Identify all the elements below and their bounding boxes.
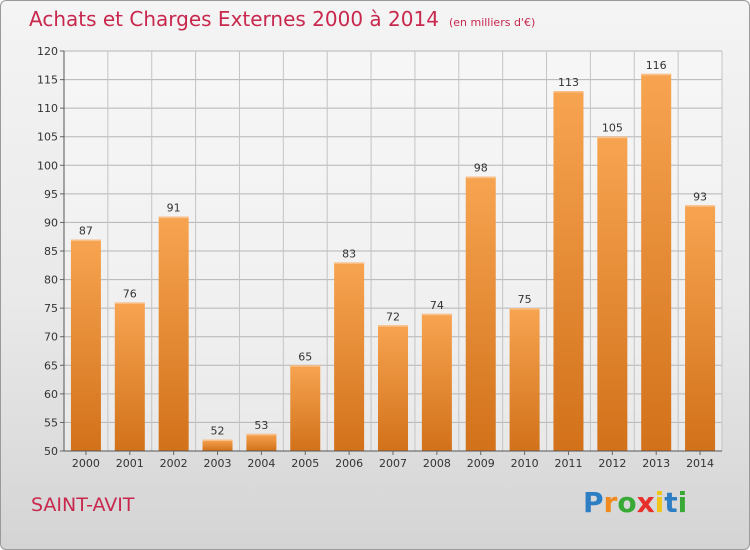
bar [114, 302, 145, 451]
x-tick-label: 2005 [291, 457, 319, 470]
bar-highlight [465, 176, 496, 179]
logo-letter: o [617, 486, 637, 519]
bar [465, 176, 496, 451]
y-tick-label: 75 [44, 302, 58, 315]
x-tick-label: 2007 [379, 457, 407, 470]
proxiti-logo[interactable]: Proxiti [583, 486, 687, 519]
x-tick-label: 2012 [598, 457, 626, 470]
chart-title: Achats et Charges Externes 2000 à 2014 (e… [29, 7, 535, 31]
y-tick-label: 90 [44, 216, 58, 229]
bar-highlight [641, 73, 672, 76]
bar [202, 439, 233, 451]
x-tick-label: 2010 [511, 457, 539, 470]
logo-letter: P [583, 486, 604, 519]
y-tick-label: 85 [44, 245, 58, 258]
x-tick-label: 2008 [423, 457, 451, 470]
bar [553, 91, 584, 451]
commune-name: SAINT-AVIT [31, 494, 135, 516]
bar-highlight [246, 433, 277, 436]
bar-highlight [378, 325, 408, 327]
bar [641, 73, 672, 451]
bar-highlight [334, 262, 365, 264]
y-tick-label: 120 [37, 45, 58, 58]
x-tick-label: 2011 [554, 457, 582, 470]
bar [70, 239, 101, 451]
bar-value-label: 83 [342, 247, 356, 260]
bar-value-label: 72 [386, 310, 400, 323]
x-tick-label: 2004 [247, 457, 275, 470]
y-tick-label: 95 [44, 188, 58, 201]
y-tick-label: 100 [37, 159, 58, 172]
bar [685, 205, 716, 451]
x-tick-label: 2009 [467, 457, 495, 470]
bar-value-label: 76 [123, 287, 137, 300]
y-tick-label: 110 [37, 102, 58, 115]
y-tick-label: 55 [44, 416, 58, 429]
bar [290, 365, 321, 451]
bar-highlight [553, 91, 584, 93]
logo-letter: t [664, 486, 678, 519]
logo-letter: x [636, 486, 655, 519]
y-tick-label: 105 [37, 131, 58, 144]
bar-highlight [158, 216, 189, 219]
x-tick-label: 2006 [335, 457, 363, 470]
bar-highlight [202, 439, 233, 442]
bar-value-label: 65 [298, 350, 312, 363]
bar [378, 325, 408, 451]
x-tick-label: 2002 [160, 457, 188, 470]
bar [509, 308, 540, 451]
bar-highlight [70, 239, 101, 242]
bar-value-label: 91 [167, 202, 181, 215]
bar-highlight [114, 302, 145, 304]
bar-value-label: 87 [79, 225, 93, 238]
bar-highlight [421, 313, 452, 316]
bar-value-label: 75 [518, 293, 532, 306]
y-tick-label: 50 [44, 445, 58, 458]
logo-letter: i [677, 486, 688, 519]
y-tick-label: 115 [37, 74, 58, 87]
y-tick-label: 60 [44, 388, 58, 401]
bar-highlight [509, 308, 540, 310]
bar [421, 313, 452, 451]
bar [597, 136, 628, 451]
chart-title-text: Achats et Charges Externes 2000 à 2014 [29, 7, 439, 31]
bar-value-label: 98 [474, 162, 488, 175]
bar-value-label: 116 [646, 59, 667, 72]
bar-value-label: 113 [558, 76, 579, 89]
bar-highlight [290, 365, 321, 367]
y-tick-label: 70 [44, 331, 58, 344]
bar [158, 216, 189, 451]
logo-letter: r [603, 486, 618, 519]
bar-value-label: 53 [254, 419, 268, 432]
logo-letter: i [654, 486, 665, 519]
axis-layer: 50 55 60 65 70 75 80 85 90 95 100 105 110 115 120 2000 2… [37, 45, 722, 470]
y-tick-label: 80 [44, 274, 58, 287]
bar-layer: 87 76 91 52 53 65 83 72 74 98 75 113 105 116 93 [70, 59, 716, 451]
bar [246, 433, 277, 451]
bar-value-label: 74 [430, 299, 444, 312]
chart-subtitle: (en milliers d'€) [448, 16, 536, 29]
x-tick-label: 2014 [686, 457, 714, 470]
x-tick-label: 2001 [116, 457, 144, 470]
bar-highlight [597, 136, 628, 139]
y-tick-label: 65 [44, 359, 58, 372]
x-tick-label: 2013 [642, 457, 670, 470]
bar [334, 262, 365, 451]
bar-highlight [685, 205, 716, 207]
bar-value-label: 52 [211, 425, 225, 438]
x-tick-label: 2003 [204, 457, 232, 470]
x-tick-label: 2000 [72, 457, 100, 470]
bar-value-label: 93 [693, 190, 707, 203]
bar-value-label: 105 [602, 122, 623, 135]
